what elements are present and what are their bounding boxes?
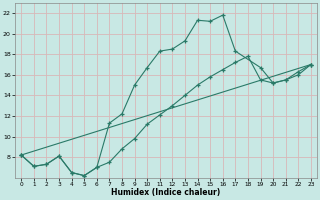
X-axis label: Humidex (Indice chaleur): Humidex (Indice chaleur) — [111, 188, 221, 197]
